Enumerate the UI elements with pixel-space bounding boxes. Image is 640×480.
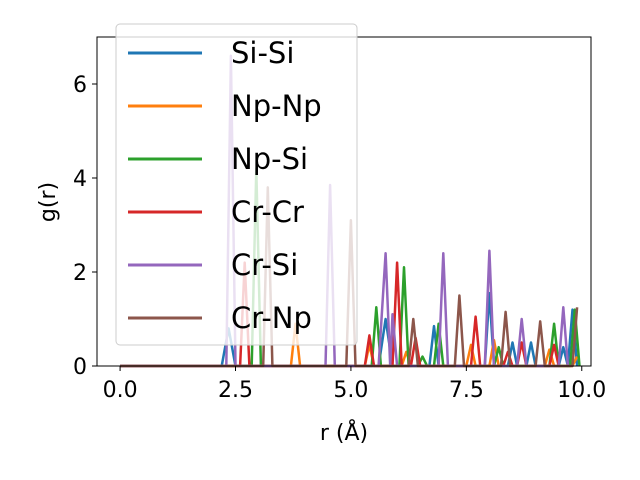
legend-label-np-si: Np-Si [231, 142, 308, 176]
legend-label-cr-si: Cr-Si [231, 248, 298, 282]
y-axis-ticks: 0 2 4 6 [73, 73, 97, 380]
x-tick-label: 2.5 [218, 378, 253, 403]
y-tick-label: 0 [73, 355, 87, 380]
x-axis-label: r (Å) [320, 419, 368, 446]
x-tick-label: 10.0 [557, 378, 606, 403]
x-tick-label: 7.5 [449, 378, 484, 403]
legend-label-np-np: Np-Np [231, 89, 322, 123]
y-tick-label: 2 [73, 261, 87, 286]
y-tick-label: 6 [73, 73, 87, 98]
x-tick-label: 0.0 [103, 378, 138, 403]
y-axis-label: g(r) [36, 182, 61, 222]
legend-box [115, 23, 358, 346]
x-axis-ticks: 0.0 2.5 5.0 7.5 10.0 [103, 366, 606, 403]
legend-label-si-si: Si-Si [231, 36, 294, 70]
legend-label-cr-cr: Cr-Cr [231, 195, 304, 229]
legend-entries: Si-Si Np-Np Np-Si Cr-Cr Cr-Si Cr-Np [128, 36, 322, 335]
x-tick-label: 5.0 [333, 378, 368, 403]
legend: Si-Si Np-Np Np-Si Cr-Cr Cr-Si Cr-Np [115, 23, 358, 346]
legend-label-cr-np: Cr-Np [231, 301, 312, 335]
y-tick-label: 4 [73, 167, 87, 192]
